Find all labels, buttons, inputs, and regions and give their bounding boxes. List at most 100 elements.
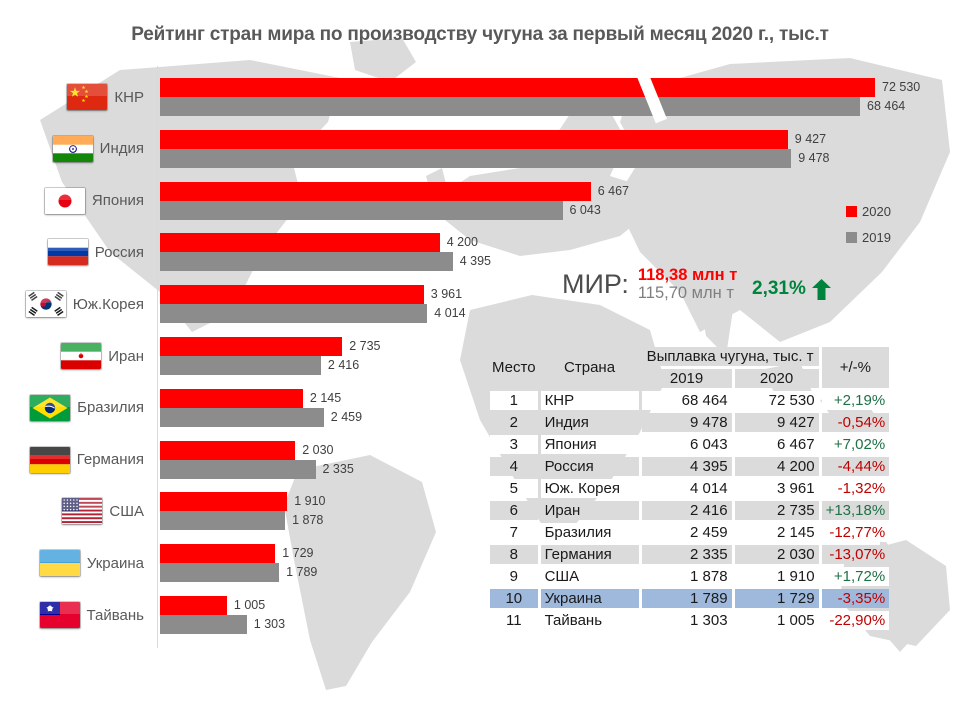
flag-iran-icon [61,343,102,369]
table-row-4: 4 Россия 4 395 4 200 -4,44% [490,457,890,476]
bar-2019-2 [160,200,563,220]
table-header-2019: 2019 [641,369,732,388]
bar-value-2019-0: 68 464 [867,99,906,113]
bar-2019-5 [160,356,321,375]
bar-value-2019-9: 1 789 [286,565,318,580]
bar-2019-10 [160,615,247,634]
table-cell-2020: 72 530 [734,391,819,410]
table-cell-country: Украина [540,589,639,608]
table-cell-rank: 5 [490,479,538,498]
bar-2019-1 [160,148,792,168]
table-cell-2019: 1 878 [641,567,732,586]
table-cell-2020: 2 145 [734,523,819,542]
table-cell-country: КНР [540,391,639,410]
bar-value-2019-5: 2 416 [327,358,360,372]
bar-2020-1 [160,129,788,149]
table-cell-country: Индия [540,413,639,432]
bar-2020-10 [160,596,227,615]
table-cell-change: -0,54% [821,413,890,432]
table-cell-change: -12,77% [821,523,890,542]
bar-value-2019-1: 9 478 [798,150,830,165]
table-cell-2019: 2 335 [641,545,732,564]
bar-value-2019-6: 2 459 [330,409,363,424]
table-header-country: Страна [540,347,639,388]
table-cell-rank: 11 [490,611,538,630]
bar-2020-5 [160,337,343,356]
table-cell-country: Иран [540,501,639,520]
flag-brazil-icon [30,394,71,421]
table-cell-change: -4,44% [821,457,890,476]
country-name: Россия [94,243,144,261]
country-label-10: Тайвань [0,596,150,634]
table-cell-2020: 4 200 [734,457,819,476]
country-name: Юж.Корея [72,295,144,313]
country-label-0: КНР [0,78,150,116]
world-total-label: МИР: [562,268,629,299]
table-cell-rank: 6 [490,501,538,520]
country-name: Германия [76,451,144,469]
country-name: Япония [91,192,144,210]
country-label-2: Япония [0,182,150,220]
country-name: США [109,502,144,520]
table-cell-change: +2,19% [821,391,890,410]
bar-value-2019-8: 1 878 [292,513,324,528]
table-cell-country: Бразилия [540,523,639,542]
table-cell-2019: 1 789 [641,589,732,608]
country-label-6: Бразилия [0,389,150,427]
table-cell-rank: 2 [490,413,538,432]
table-row-2: 2 Индия 9 478 9 427 -0,54% [490,413,890,432]
bar-value-2020-9: 1 729 [282,546,314,561]
table-cell-change: -1,32% [821,479,890,498]
table-cell-2019: 68 464 [641,391,732,410]
table-cell-2020: 1 005 [734,611,819,630]
table-header-group: Выплавка чугуна, тыс. т [641,347,819,366]
bar-value-2020-6: 2 145 [309,390,342,405]
flag-usa-icon [62,498,103,525]
bar-2020-9 [160,544,276,564]
world-total-values: 118,38 млн т 115,70 млн т [638,266,737,302]
up-arrow-icon [811,278,831,300]
ranking-table: Место Страна Выплавка чугуна, тыс. т +/-… [487,344,892,633]
table-cell-2019: 2 416 [641,501,732,520]
bar-value-2020-8: 1 910 [294,494,326,509]
table-cell-country: Япония [540,435,639,454]
table-cell-rank: 10 [490,589,538,608]
table-row-6: 6 Иран 2 416 2 735 +13,18% [490,501,890,520]
table-cell-2020: 2 735 [734,501,819,520]
country-label-4: Юж.Корея [0,285,150,323]
country-label-7: Германия [0,441,150,479]
country-name: Тайвань [86,606,144,624]
bar-2020-0 [160,78,875,97]
chart-legend: 2020 2019 [846,204,891,256]
country-label-8: США [0,492,150,530]
bar-2020-6 [160,388,303,408]
world-total-2020: 118,38 млн т [637,266,738,284]
bar-value-2020-10: 1 005 [233,598,266,612]
legend-label-2020: 2020 [862,204,891,219]
table-cell-2020: 9 427 [734,413,819,432]
table-cell-country: США [540,567,639,586]
table-cell-2019: 9 478 [641,413,732,432]
bar-2020-3 [160,233,440,253]
flag-india-icon [52,135,93,162]
bar-value-2020-2: 6 467 [597,183,629,198]
table-header-2020: 2020 [734,369,819,388]
country-name: Иран [108,347,144,365]
table-cell-change: -13,07% [821,545,890,564]
table-cell-country: Тайвань [540,611,639,630]
table-row-1: 1 КНР 68 464 72 530 +2,19% [490,391,890,410]
table-cell-2020: 6 467 [734,435,819,454]
table-cell-2019: 4 014 [641,479,732,498]
bar-2020-2 [160,181,591,201]
table-cell-rank: 1 [490,391,538,410]
legend-swatch-2020-icon [846,206,857,217]
table-cell-country: Юж. Корея [540,479,639,498]
table-row-9: 9 США 1 878 1 910 +1,72% [490,567,890,586]
country-name: Украина [86,554,144,572]
bar-value-2019-3: 4 395 [459,254,491,269]
bar-2019-6 [160,407,324,427]
table-cell-2020: 2 030 [734,545,819,564]
table-cell-2019: 1 303 [641,611,732,630]
table-cell-change: +1,72% [821,567,890,586]
